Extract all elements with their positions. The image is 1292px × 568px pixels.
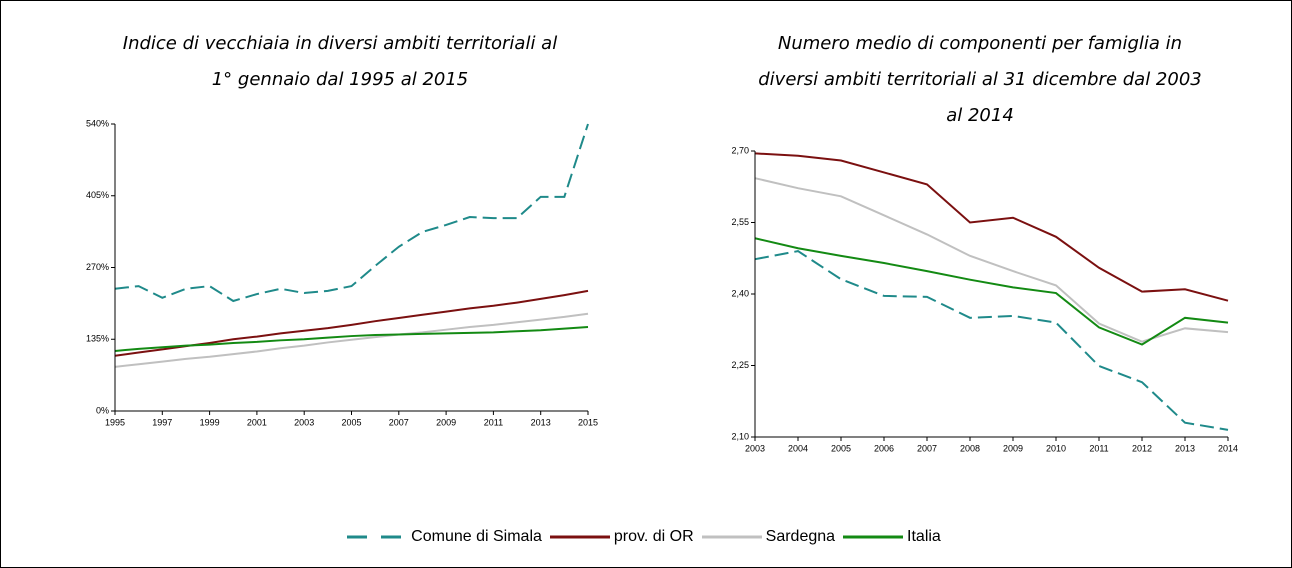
x-tick-label: 2001	[247, 417, 267, 427]
legend-label: Comune di Simala	[411, 528, 542, 545]
legend-label: Italia	[907, 528, 941, 545]
y-tick-label: 540%	[86, 118, 109, 128]
y-tick-label: 2,25	[731, 360, 749, 370]
y-tick-label: 135%	[86, 334, 109, 344]
y-tick-label: 2,70	[731, 145, 749, 155]
y-tick-label: 2,55	[731, 217, 749, 227]
x-tick-label: 2004	[788, 443, 808, 453]
series-line	[754, 152, 1229, 302]
series-line	[114, 123, 589, 303]
series-line	[114, 326, 589, 352]
x-tick-label: 2015	[578, 417, 598, 427]
y-tick-label: 2,40	[731, 288, 749, 298]
legend-item: Italia	[841, 528, 941, 546]
x-tick-label: 2006	[874, 443, 894, 453]
legend-item: Sardegna	[700, 528, 835, 546]
chart-title: Numero medio di componenti per famiglia …	[758, 33, 1202, 126]
legend-swatch	[347, 535, 408, 539]
legend-swatch	[549, 535, 610, 539]
legend-label: Sardegna	[765, 528, 836, 545]
y-tick-label: 0%	[96, 405, 109, 415]
y-tick-label: 270%	[86, 262, 109, 272]
x-tick-label: 2011	[1089, 443, 1108, 453]
x-tick-label: 2005	[341, 417, 361, 427]
x-tick-label: 2013	[1175, 443, 1195, 453]
x-tick-label: 2010	[1046, 443, 1066, 453]
x-tick-label: 2007	[389, 417, 409, 427]
x-tick-label: 2014	[1218, 443, 1238, 453]
legend-label: prov. di OR	[613, 528, 694, 545]
x-tick-label: 1995	[105, 417, 125, 427]
x-tick-label: 2009	[1003, 443, 1023, 453]
x-tick-label: 2013	[531, 417, 551, 427]
chart-title: Indice di vecchiaia in diversi ambiti te…	[122, 33, 558, 90]
x-tick-label: 2008	[960, 443, 980, 453]
x-tick-label: 2003	[745, 443, 765, 453]
series-line	[754, 250, 1229, 431]
x-tick-label: 1999	[200, 417, 220, 427]
series-line	[754, 237, 1229, 346]
y-tick-label: 405%	[86, 190, 109, 200]
y-tick-label: 2,10	[731, 431, 749, 441]
x-tick-label: 2012	[1132, 443, 1152, 453]
x-tick-label: 2003	[294, 417, 314, 427]
x-tick-label: 2009	[436, 417, 456, 427]
legend-item: prov. di OR	[548, 528, 694, 546]
x-tick-label: 1997	[152, 417, 172, 427]
legend-swatch	[701, 535, 762, 539]
legend: Comune di Simala prov. di OR Sardegna Itali…	[0, 528, 1292, 546]
legend-swatch	[843, 535, 904, 539]
series-line	[114, 312, 589, 368]
x-tick-label: 2005	[831, 443, 851, 453]
legend-item: Comune di Simala	[345, 528, 542, 546]
x-tick-label: 2011	[484, 417, 503, 427]
x-tick-label: 2007	[917, 443, 937, 453]
